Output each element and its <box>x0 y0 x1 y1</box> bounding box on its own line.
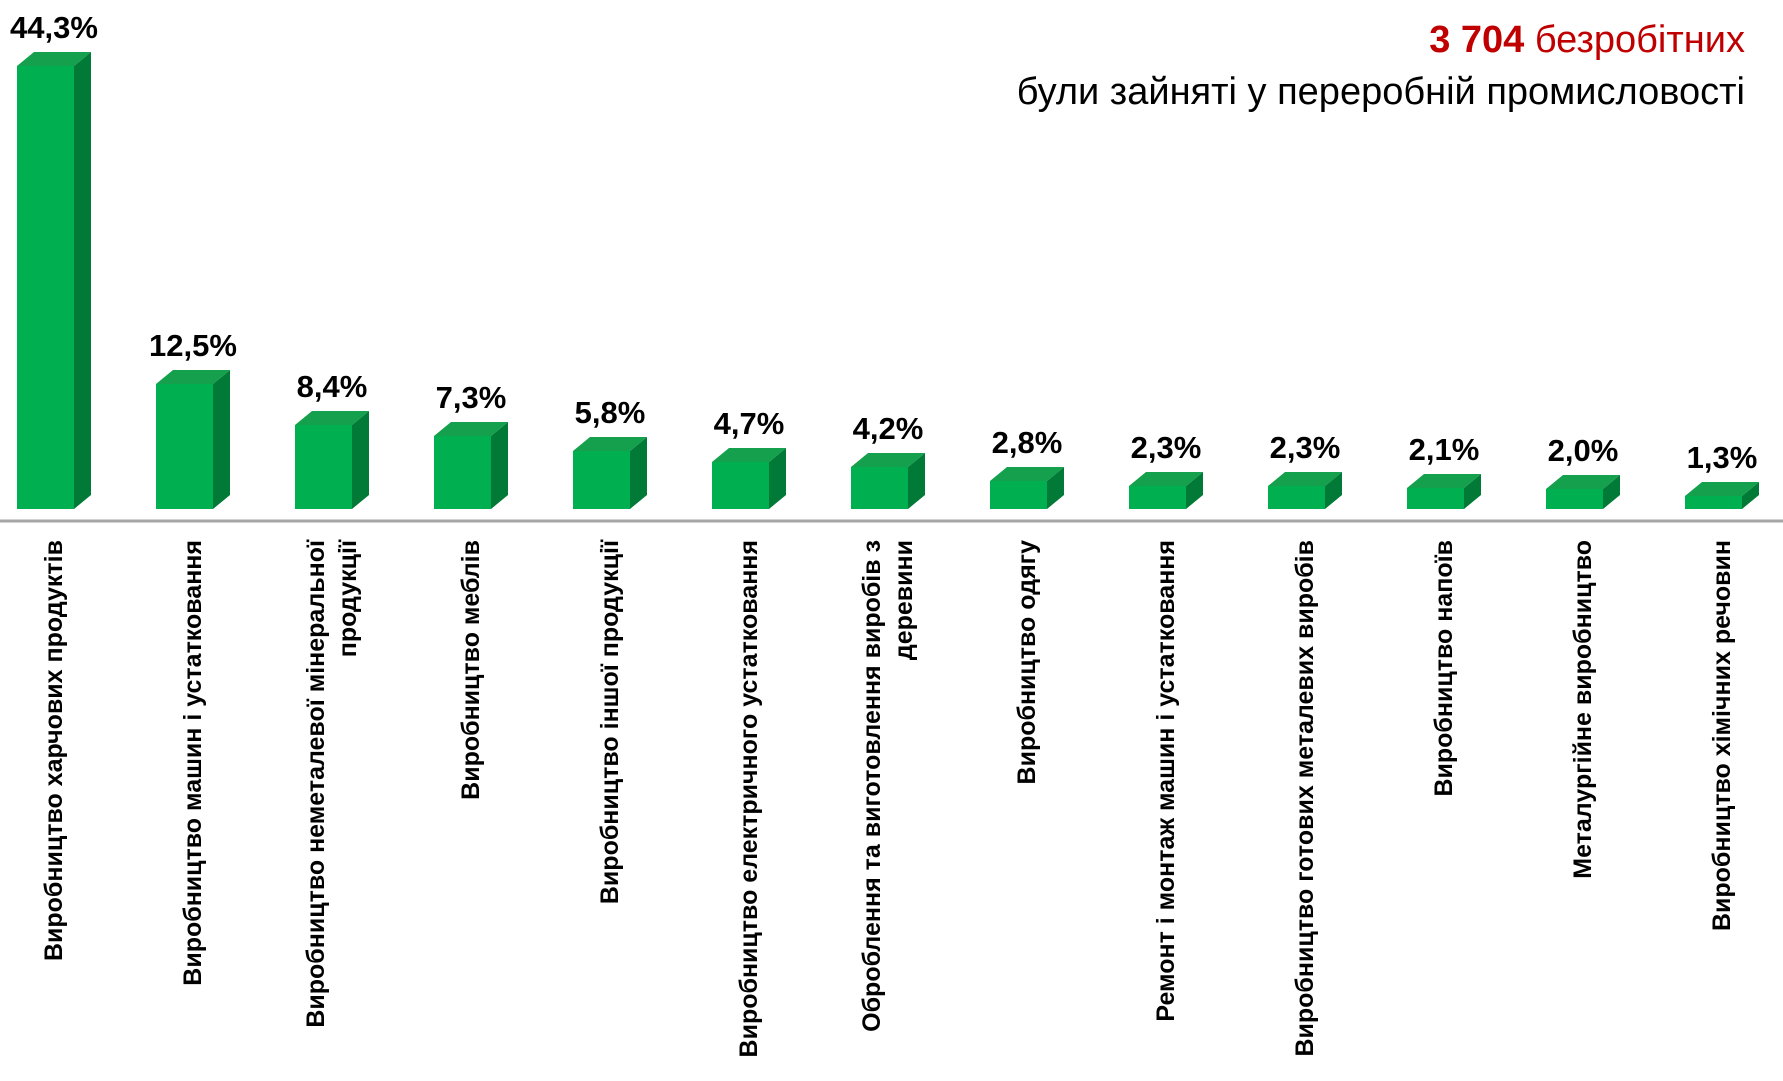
x-tick-label: Виробництво готових металевих виробів <box>1291 540 1319 1057</box>
bar <box>295 411 369 509</box>
bar-top <box>1685 482 1759 496</box>
value-label: 44,3% <box>10 10 98 45</box>
bar <box>1685 482 1759 509</box>
value-label: 5,8% <box>575 395 646 430</box>
annotation-line: 3 704 безробітних <box>1017 14 1745 66</box>
value-label: 4,7% <box>714 406 785 441</box>
bar <box>573 437 647 509</box>
bar-front <box>851 467 908 509</box>
value-label: 4,2% <box>853 411 924 446</box>
bar <box>434 422 508 509</box>
value-label: 2,3% <box>1270 430 1341 465</box>
bar-side <box>352 411 369 509</box>
bar-front <box>156 384 213 509</box>
bar-side <box>1603 475 1620 509</box>
bar-front <box>712 462 769 509</box>
x-tick-label: Виробництво хімічних речовин <box>1708 540 1736 932</box>
value-label: 2,1% <box>1409 432 1480 467</box>
bar-side <box>74 52 91 509</box>
bar-top <box>1268 472 1342 486</box>
x-tick-label: Виробництво меблів <box>457 540 485 800</box>
bar-front <box>1407 488 1464 509</box>
bar <box>990 467 1064 509</box>
value-label: 2,8% <box>992 425 1063 460</box>
value-label: 12,5% <box>149 328 237 363</box>
bar-side <box>630 437 647 509</box>
bar-side <box>769 448 786 509</box>
value-label: 1,3% <box>1687 440 1758 475</box>
bar-side <box>1464 474 1481 509</box>
bar-top <box>17 52 91 66</box>
bar-front <box>17 66 74 509</box>
bar-top <box>712 448 786 462</box>
x-tick-label: Виробництво харчових продуктів <box>40 540 68 962</box>
bar-front <box>573 451 630 509</box>
x-tick-label: Виробництво напоїв <box>1430 540 1458 797</box>
bar-front <box>295 425 352 509</box>
value-label: 7,3% <box>436 380 507 415</box>
x-tick-label: Ремонт і монтаж машин і устатковання <box>1152 540 1180 1022</box>
bar-side <box>213 370 230 509</box>
bar-side <box>908 453 925 509</box>
bar-front <box>434 436 491 509</box>
annotation-text: були зайняті у переробній промисловості <box>1016 71 1745 113</box>
x-tick-label: Оброблення та виготовлення виробів з дер… <box>858 540 918 1032</box>
x-tick-label: Металургійне виробництво <box>1569 540 1597 879</box>
x-tick-label: Виробництво одягу <box>1013 540 1041 785</box>
bar <box>1407 474 1481 509</box>
annotation-number: 3 704 <box>1429 19 1525 61</box>
bar-top <box>1129 472 1203 486</box>
value-label: 8,4% <box>297 369 368 404</box>
x-tick-label: Виробництво машин і устатковання <box>179 540 207 986</box>
bar <box>1129 472 1203 509</box>
bar-top <box>573 437 647 451</box>
bar-front <box>1685 496 1742 509</box>
bar-front <box>990 481 1047 509</box>
bar-side <box>1325 472 1342 509</box>
bar-top <box>1546 475 1620 489</box>
bar-side <box>1186 472 1203 509</box>
annotation-unit: безробітних <box>1534 19 1745 61</box>
bar <box>156 370 230 509</box>
bar <box>17 52 91 509</box>
bar <box>851 453 925 509</box>
bar <box>1268 472 1342 509</box>
bar-front <box>1268 486 1325 509</box>
bar-top <box>851 453 925 467</box>
x-tick-label: Виробництво іншої продукції <box>596 540 624 905</box>
bar-front <box>1129 486 1186 509</box>
bar <box>712 448 786 509</box>
bar-top <box>1407 474 1481 488</box>
bar <box>1546 475 1620 509</box>
value-label: 2,0% <box>1548 433 1619 468</box>
bar-top <box>156 370 230 384</box>
bar-top <box>434 422 508 436</box>
bar-top <box>295 411 369 425</box>
bar-front <box>1546 489 1603 509</box>
bar-top <box>990 467 1064 481</box>
x-tick-label: Виробництво електричного устатковання <box>735 540 763 1058</box>
bar-side <box>1742 482 1759 509</box>
bar-side <box>491 422 508 509</box>
annotation: 3 704 безробітних були зайняті у перероб… <box>1017 14 1745 118</box>
x-tick-label: Виробництво неметалевої мінеральної прод… <box>302 540 362 1028</box>
value-label: 2,3% <box>1131 430 1202 465</box>
